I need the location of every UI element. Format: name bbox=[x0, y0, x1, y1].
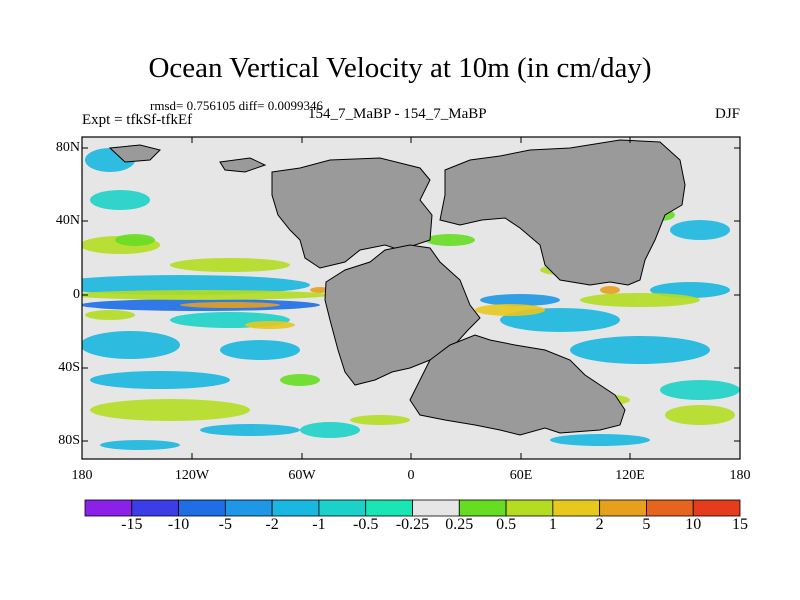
colorbar-swatch bbox=[599, 499, 647, 517]
colorbar-swatch bbox=[412, 499, 460, 517]
lat-label-40n: 40N bbox=[55, 213, 80, 228]
colorbar-label: -15 bbox=[121, 516, 143, 533]
map-field bbox=[82, 137, 740, 459]
lat-label-80s: 80S bbox=[58, 433, 80, 448]
lon-label-60e: 60E bbox=[509, 468, 533, 483]
rmsd-diff-stats: rmsd= 0.756105 diff= 0.0099346 bbox=[150, 98, 323, 113]
axis-ticks bbox=[81, 137, 741, 459]
land-masses bbox=[108, 139, 686, 436]
colorbar-label: -5 bbox=[218, 516, 232, 533]
colorbar-label: -2 bbox=[265, 516, 279, 533]
colorbar-swatch bbox=[365, 499, 413, 517]
colorbar-swatch bbox=[178, 499, 226, 517]
colorbar-swatch bbox=[318, 499, 367, 517]
colorbar-swatch bbox=[84, 499, 133, 517]
colorbar-label: -0.25 bbox=[395, 516, 430, 533]
colorbar-label: 0.25 bbox=[445, 516, 474, 533]
colorbar-label: 0.5 bbox=[496, 516, 517, 533]
lon-label-120w: 120W bbox=[174, 468, 210, 483]
downwelling-patches bbox=[82, 148, 730, 450]
land-eurasia bbox=[439, 139, 686, 286]
land-greenland bbox=[108, 144, 161, 163]
colorbar-swatch bbox=[271, 499, 320, 517]
colorbar-swatch bbox=[552, 499, 601, 517]
lon-label-0: 0 bbox=[407, 468, 415, 483]
lat-label-40s: 40S bbox=[58, 360, 80, 375]
lat-label-0: 0 bbox=[73, 287, 80, 302]
land-north-america bbox=[271, 157, 433, 269]
colorbar bbox=[84, 499, 741, 517]
experiment-label: Expt = tfkSf-tfkEf bbox=[82, 112, 193, 128]
strong-upwelling-patches bbox=[180, 286, 620, 308]
lon-label-120e: 120E bbox=[615, 468, 645, 483]
colorbar-label: 15 bbox=[732, 516, 748, 533]
land-arctic-islands bbox=[219, 157, 267, 173]
colorbar-swatch bbox=[692, 499, 741, 517]
plot-title: Ocean Vertical Velocity at 10m (in cm/da… bbox=[148, 52, 652, 84]
lon-label-60w: 60W bbox=[288, 468, 316, 483]
lat-label-80n: 80N bbox=[55, 140, 80, 155]
colorbar-label: -0.5 bbox=[353, 516, 379, 533]
colorbar-label: -1 bbox=[312, 516, 326, 533]
lon-label-180e: 180 bbox=[729, 468, 751, 483]
colorbar-swatch bbox=[646, 499, 694, 517]
colorbar-swatch bbox=[458, 499, 507, 517]
lon-label-180w: 180 bbox=[71, 468, 93, 483]
colorbar-label: 5 bbox=[642, 516, 651, 533]
colorbar-label: -10 bbox=[167, 516, 190, 533]
colorbar-label: 1 bbox=[548, 516, 557, 533]
land-south-america bbox=[324, 244, 481, 386]
runs-label: 154_7_MaBP - 154_7_MaBP bbox=[308, 106, 487, 122]
colorbar-swatch bbox=[505, 499, 554, 517]
colorbar-label: 2 bbox=[595, 516, 604, 533]
colorbar-swatch bbox=[224, 499, 273, 517]
colorbar-swatch bbox=[131, 499, 179, 517]
land-africa-antarctica bbox=[409, 334, 626, 436]
season-label: DJF bbox=[714, 106, 740, 122]
colorbar-label: 10 bbox=[685, 516, 702, 533]
